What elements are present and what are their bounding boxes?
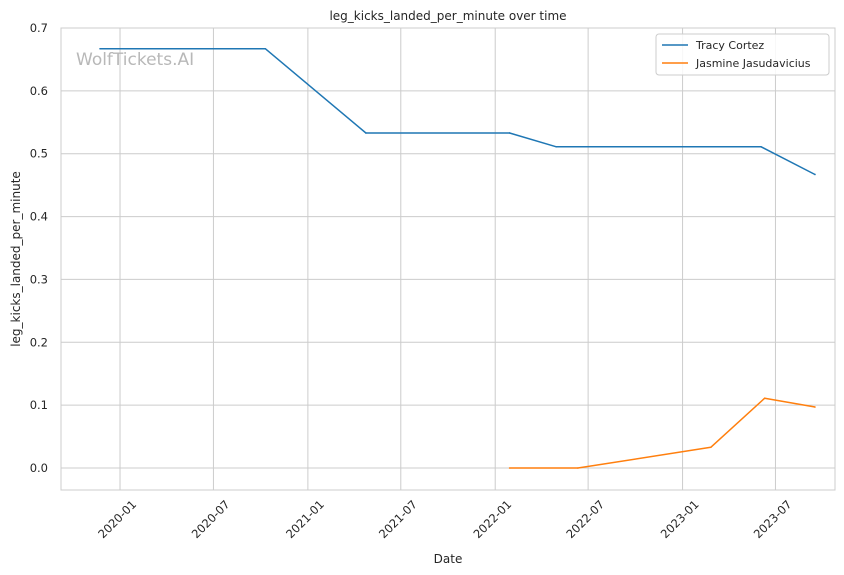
plot-area-frame xyxy=(60,27,836,491)
data-point-tracy-cortez xyxy=(365,132,367,134)
y-tick-label: 0.6 xyxy=(30,84,48,98)
chart-title: leg_kicks_landed_per_minute over time xyxy=(329,9,566,23)
legend-label-jasmine-jasudavicius: Jasmine Jasudavicius xyxy=(695,57,811,70)
legend: Tracy Cortez Jasmine Jasudavicius xyxy=(655,33,830,76)
data-point-jasmine-jasudavicius xyxy=(709,446,712,449)
data-point-tracy-cortez xyxy=(555,146,558,148)
y-tick-label: 0.4 xyxy=(30,210,48,224)
watermark: WolfTickets.AI xyxy=(76,50,194,70)
data-point-tracy-cortez xyxy=(508,132,511,134)
y-tick-label: 0.3 xyxy=(30,272,48,286)
data-point-tracy-cortez xyxy=(99,47,101,50)
data-point-jasmine-jasudavicius xyxy=(814,406,816,408)
x-axis-title: Date xyxy=(434,552,463,566)
y-tick-label: 0.7 xyxy=(30,21,48,35)
data-point-tracy-cortez xyxy=(760,146,762,148)
y-tick-label: 0.5 xyxy=(30,147,48,161)
y-axis-title: leg_kicks_landed_per_minute xyxy=(9,171,23,347)
y-tick-label: 0.0 xyxy=(30,461,48,475)
grid-lines xyxy=(61,27,835,490)
legend-label-tracy-cortez: Tracy Cortez xyxy=(695,39,764,52)
data-point-jasmine-jasudavicius xyxy=(763,397,766,400)
y-tick-label: 0.2 xyxy=(30,335,48,349)
y-tick-label: 0.1 xyxy=(30,398,48,412)
data-point-tracy-cortez xyxy=(264,47,267,50)
data-point-tracy-cortez xyxy=(814,173,816,176)
data-point-jasmine-jasudavicius xyxy=(508,467,511,469)
series-lines xyxy=(99,47,816,469)
data-point-jasmine-jasudavicius xyxy=(577,467,579,469)
legend-box xyxy=(655,33,830,76)
